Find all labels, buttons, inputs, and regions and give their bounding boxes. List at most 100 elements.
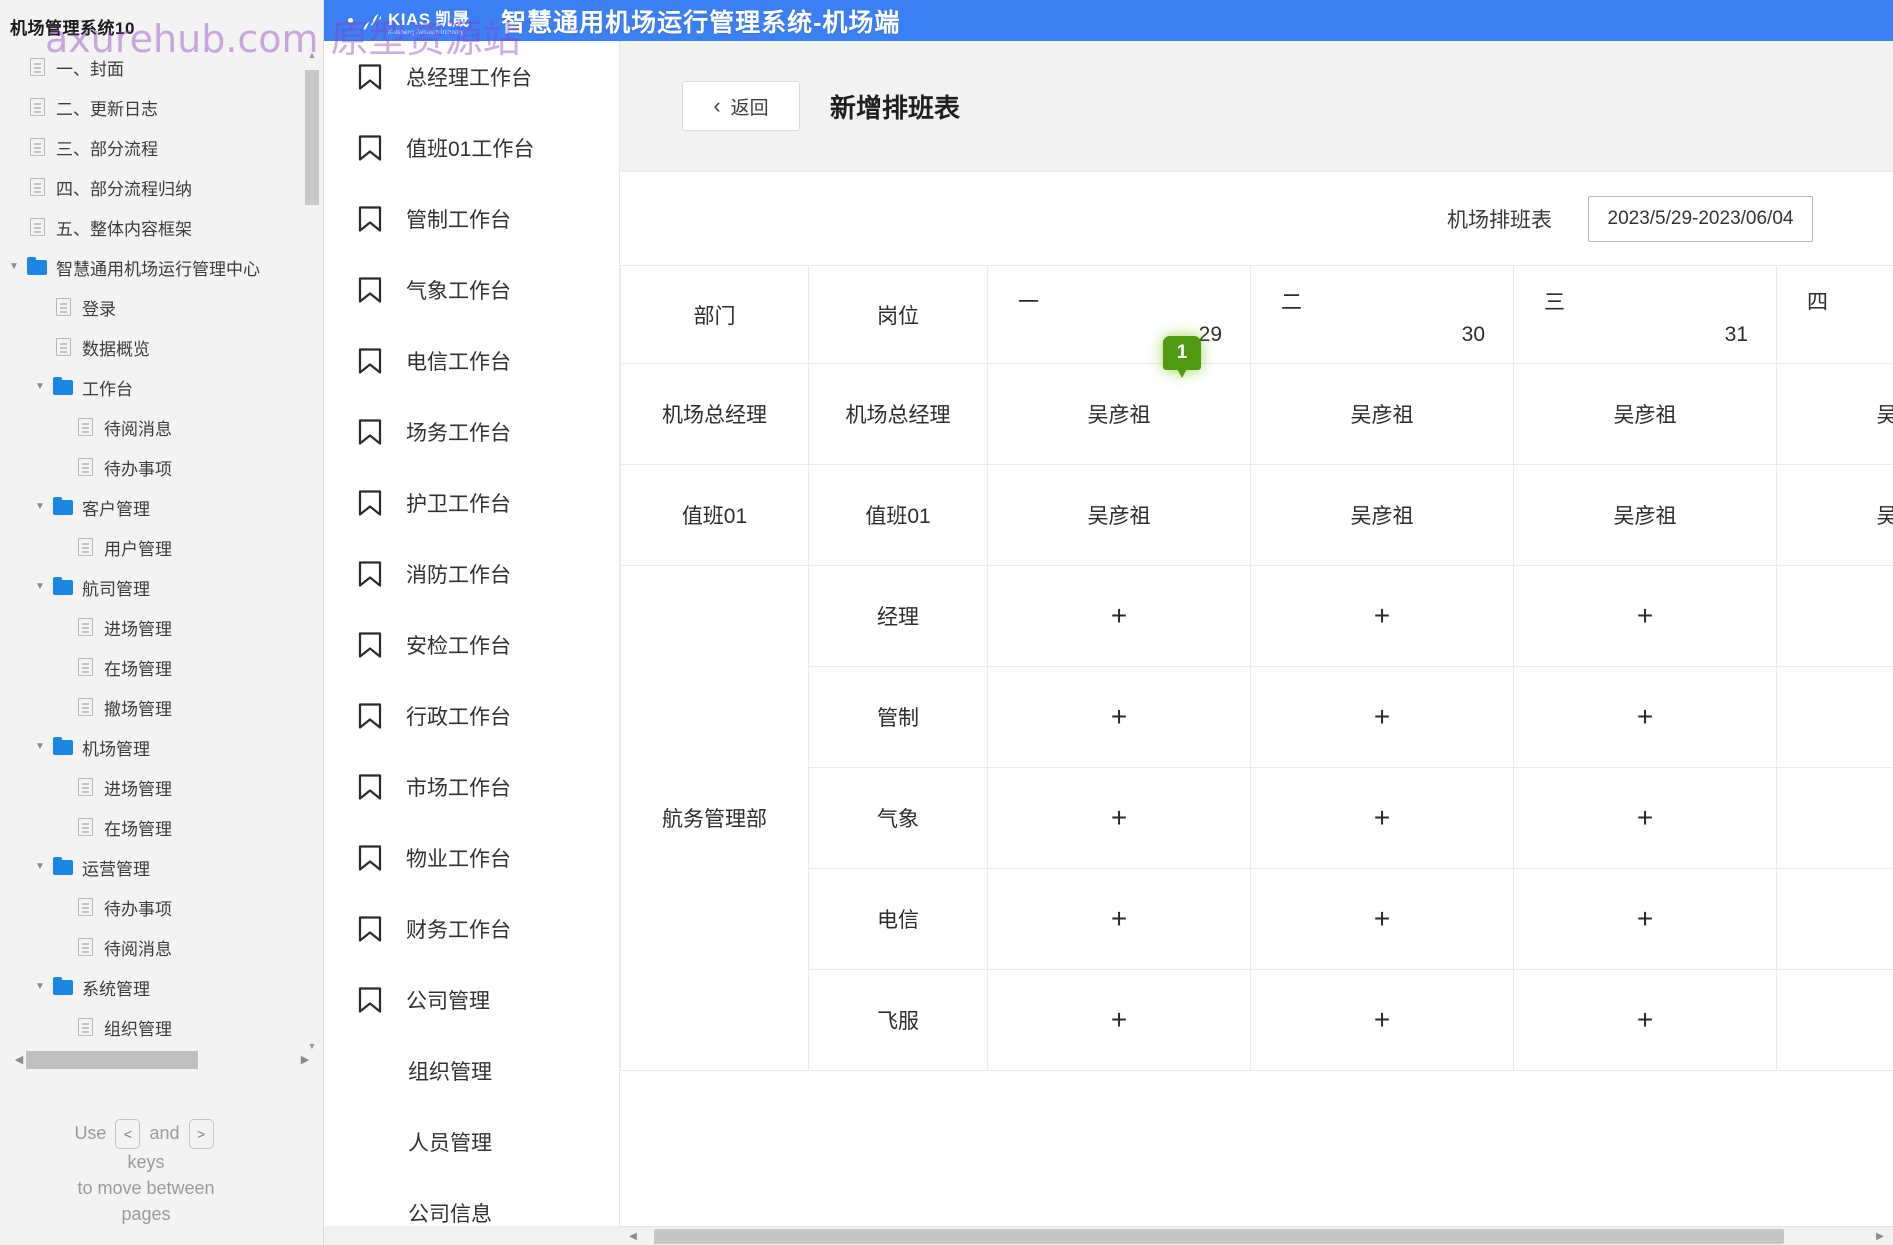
side-menu-item[interactable]: 公司管理	[324, 964, 619, 1035]
expand-arrow-icon[interactable]: ▼	[35, 501, 45, 512]
expand-arrow-icon[interactable]: ▼	[35, 381, 45, 392]
cell-staff-name[interactable]: 吴彦祖	[1513, 464, 1777, 566]
add-shift-cell[interactable]: +	[1513, 969, 1777, 1071]
scroll-up-arrow-icon[interactable]: ▲	[307, 50, 317, 60]
outline-item[interactable]: ▼进场管理	[4, 767, 323, 807]
add-shift-cell[interactable]: +	[987, 565, 1252, 667]
add-shift-cell[interactable]: +	[1513, 565, 1777, 667]
add-shift-cell[interactable]: +	[1776, 767, 1893, 869]
outline-item[interactable]: ▼一、封面	[4, 47, 323, 87]
scroll-down-arrow-icon[interactable]: ▼	[307, 1041, 317, 1051]
add-shift-cell[interactable]: +	[1250, 969, 1515, 1071]
outline-item[interactable]: ▼组织管理	[4, 1007, 323, 1047]
scrollbar-thumb[interactable]	[26, 1051, 198, 1069]
side-menu-item[interactable]: 电信工作台	[324, 325, 619, 396]
outline-item[interactable]: ▼四、部分流程归纳	[4, 167, 323, 207]
scroll-left-arrow-icon[interactable]: ◀	[14, 1054, 24, 1066]
side-menu-item[interactable]: 值班01工作台	[324, 112, 619, 183]
add-shift-cell[interactable]: +	[987, 969, 1252, 1071]
expand-arrow-icon[interactable]: ▼	[35, 861, 45, 872]
outline-item[interactable]: ▼ 航司管理	[4, 567, 323, 607]
bookmark-icon	[358, 63, 382, 90]
add-shift-cell[interactable]: +	[1513, 666, 1777, 768]
outline-item[interactable]: ▼撤场管理	[4, 687, 323, 727]
outline-item[interactable]: ▼ 客户管理	[4, 487, 323, 527]
outline-item[interactable]: ▼五、整体内容框架	[4, 207, 323, 247]
side-menu-item[interactable]: 消防工作台	[324, 538, 619, 609]
outline-item[interactable]: ▼待办事项	[4, 887, 323, 927]
expand-arrow-icon[interactable]: ▼	[9, 261, 19, 272]
scrollbar-track[interactable]	[305, 48, 319, 1053]
side-menu-item[interactable]: 护卫工作台	[324, 467, 619, 538]
outline-item[interactable]: ▼三、部分流程	[4, 127, 323, 167]
cell-staff-name[interactable]: 吴彦祖	[1250, 464, 1515, 566]
outline-item[interactable]: ▼二、更新日志	[4, 87, 323, 127]
back-button[interactable]: ‹ 返回	[682, 81, 800, 131]
cell-staff-name[interactable]: 吴彦祖	[1250, 363, 1515, 465]
scroll-left-arrow-icon[interactable]: ◀	[629, 1231, 637, 1242]
add-shift-cell[interactable]: +	[1776, 969, 1893, 1071]
cell-staff-name[interactable]: 吴彦祖 1	[987, 336, 1252, 465]
outline-item[interactable]: ▼在场管理	[4, 647, 323, 687]
cell-staff-name[interactable]: 吴彦祖	[987, 464, 1252, 566]
cell-staff-name[interactable]: 吴彦祖	[1776, 363, 1893, 465]
add-shift-cell[interactable]: +	[1776, 868, 1893, 970]
outline-item[interactable]: ▼ 运营管理	[4, 847, 323, 887]
side-menu-item[interactable]: 行政工作台	[324, 680, 619, 751]
add-shift-cell[interactable]: +	[987, 868, 1252, 970]
add-shift-cell[interactable]: +	[1250, 666, 1515, 768]
scrollbar-thumb[interactable]	[305, 70, 319, 205]
add-shift-cell[interactable]: +	[987, 767, 1252, 869]
cell-staff-name[interactable]: 吴彦祖	[1776, 464, 1893, 566]
side-menu-item[interactable]: 财务工作台	[324, 893, 619, 964]
outline-item[interactable]: ▼数据概览	[4, 327, 323, 367]
add-shift-cell[interactable]: +	[1776, 666, 1893, 768]
content-horizontal-scrollbar[interactable]: ◀ ▶	[620, 1226, 1893, 1245]
add-shift-cell[interactable]: +	[1513, 868, 1777, 970]
outline-item[interactable]: ▼进场管理	[4, 607, 323, 647]
side-menu-item[interactable]: 市场工作台	[324, 751, 619, 822]
outline-item[interactable]: ▼待阅消息	[4, 407, 323, 447]
side-menu-sub-item[interactable]: 组织管理	[324, 1035, 619, 1106]
side-menu-item[interactable]: 总经理工作台	[324, 41, 619, 112]
add-shift-cell[interactable]: +	[987, 666, 1252, 768]
outline-item[interactable]: ▼用户管理	[4, 527, 323, 567]
expand-arrow-icon[interactable]: ▼	[35, 981, 45, 992]
side-menu-sub-item[interactable]: 公司信息	[324, 1177, 619, 1245]
outline-item[interactable]: ▼待办事项	[4, 447, 323, 487]
outline-tree[interactable]: ▼一、封面▼二、更新日志▼三、部分流程▼四、部分流程归纳▼五、整体内容框架▼智慧…	[0, 47, 323, 1047]
cell-staff-name[interactable]: 吴彦祖	[1513, 363, 1777, 465]
cell-department: 航务管理部	[620, 565, 809, 1071]
scroll-right-arrow-icon[interactable]: ▶	[300, 1054, 310, 1066]
add-shift-cell[interactable]: +	[1250, 868, 1515, 970]
add-shift-cell[interactable]: +	[1513, 767, 1777, 869]
outline-item[interactable]: ▼ 智慧通用机场运行管理中心	[4, 247, 323, 287]
outline-item[interactable]: ▼在场管理	[4, 807, 323, 847]
expand-arrow-icon[interactable]: ▼	[35, 741, 45, 752]
side-menu-item[interactable]: 物业工作台	[324, 822, 619, 893]
outline-vertical-scrollbar[interactable]: ▲ ▼	[305, 48, 319, 1053]
doc-icon	[72, 618, 98, 636]
expand-arrow-icon[interactable]: ▼	[35, 581, 45, 592]
scroll-right-arrow-icon[interactable]: ▶	[1876, 1231, 1884, 1242]
outline-item[interactable]: ▼登录	[4, 287, 323, 327]
side-menu-item[interactable]: 气象工作台	[324, 254, 619, 325]
outline-item[interactable]: ▼ 系统管理	[4, 967, 323, 1007]
add-shift-cell[interactable]: +	[1250, 767, 1515, 869]
side-menu-item[interactable]: 安检工作台	[324, 609, 619, 680]
day-weekday: 二	[1281, 291, 1303, 314]
side-menu-item[interactable]: 管制工作台	[324, 183, 619, 254]
outline-item[interactable]: ▼待阅消息	[4, 927, 323, 967]
side-menu[interactable]: 总经理工作台 值班01工作台 管制工作台 气象工作台 电信工作台 场务工作台 护卫工作台 消防…	[324, 41, 620, 1245]
outline-horizontal-scrollbar[interactable]: ◀ ▶	[12, 1050, 312, 1070]
add-shift-cell[interactable]: +	[1250, 565, 1515, 667]
scrollbar-thumb[interactable]	[654, 1229, 1784, 1244]
outline-item[interactable]: ▼ 机场管理	[4, 727, 323, 767]
schedule-table-body[interactable]: 机场总经理机场总经理吴彦祖1吴彦祖吴彦祖吴彦祖值班01值班01吴彦祖吴彦祖吴彦祖…	[620, 336, 1893, 1071]
side-menu-item[interactable]: 场务工作台	[324, 396, 619, 467]
date-range-picker[interactable]: 2023/5/29-2023/06/04	[1588, 195, 1813, 242]
side-menu-sub-item[interactable]: 人员管理	[324, 1106, 619, 1177]
add-shift-cell[interactable]: +	[1776, 565, 1893, 667]
outline-item[interactable]: ▼ 工作台	[4, 367, 323, 407]
